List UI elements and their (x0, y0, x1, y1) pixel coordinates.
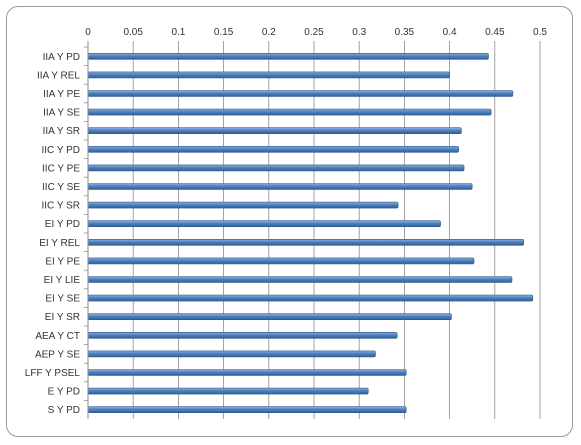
category-label: IIC Y SR (41, 201, 80, 212)
bar-iic-y-sr (87, 201, 399, 209)
bar-iia-y-rel (87, 71, 450, 79)
bar-ei-y-rel (87, 239, 525, 246)
bar-ei-y-pd (87, 220, 441, 227)
x-tick-label: 0.05 (123, 27, 143, 38)
category-label: IIA Y REL (37, 70, 80, 81)
category-label: IIA Y SR (43, 126, 80, 137)
category-label: EI Y PD (45, 219, 80, 230)
x-tick-label: 0.4 (443, 27, 457, 38)
category-label: EI Y SE (45, 294, 80, 305)
bar-ei-y-se (87, 294, 534, 302)
category-label: IIA Y PD (43, 52, 80, 63)
category-label: EI Y REL (39, 238, 80, 249)
bar-series (87, 52, 534, 414)
bar-lff-y-psel (87, 369, 407, 376)
bar-ei-y-lie (87, 276, 513, 283)
x-tick-label: 0.25 (304, 27, 324, 38)
bar-aea-y-ct (87, 331, 398, 339)
gridlines (87, 41, 541, 419)
bar-ei-y-sr (87, 313, 452, 321)
category-label: AEA Y CT (35, 331, 80, 342)
x-tick-label: 0.1 (171, 27, 185, 38)
x-tick-label: 0.45 (485, 27, 505, 38)
category-labels: IIA Y PD IIA Y REL IIA Y PE IIA Y SE IIA Y S… (25, 46, 88, 416)
category-label: AEP Y SE (35, 349, 80, 360)
bar-iic-y-pd (87, 146, 459, 153)
category-label: IIC Y PE (42, 163, 80, 174)
category-label: E Y PD (48, 387, 80, 398)
bar-iia-y-se (87, 108, 492, 116)
category-label: EI Y LIE (44, 275, 81, 286)
x-axis-ticks: 0 0.05 0.1 0.15 0.2 0.25 0.3 0.35 0.4 0.45 0.5 (85, 27, 547, 38)
category-label: EI Y PE (45, 256, 80, 267)
category-label: LFF Y PSEL (25, 368, 81, 379)
x-tick-label: 0.2 (262, 27, 276, 38)
x-tick-label: 0.3 (352, 27, 366, 38)
bar-iia-y-sr (87, 127, 462, 134)
bar-iic-y-pe (87, 164, 465, 172)
category-label: IIC Y PD (41, 145, 80, 156)
x-tick-label: 0.5 (533, 27, 547, 38)
bar-iia-y-pd (87, 52, 489, 60)
bar-e-y-pd (87, 387, 369, 395)
category-label: IIA Y SE (43, 108, 80, 119)
category-label: IIC Y SE (42, 182, 80, 193)
bar-ei-y-pe (87, 257, 475, 265)
category-label: IIA Y PE (43, 89, 80, 100)
bar-iic-y-se (87, 183, 473, 190)
x-tick-label: 0 (85, 27, 91, 38)
bar-iia-y-pe (87, 90, 514, 97)
bar-s-y-pd (87, 406, 407, 414)
category-label: S Y PD (48, 405, 80, 416)
category-label: EI Y SR (45, 312, 80, 323)
x-tick-label: 0.35 (395, 27, 415, 38)
bar-aep-y-se (87, 350, 376, 358)
x-tick-label: 0.15 (214, 27, 234, 38)
